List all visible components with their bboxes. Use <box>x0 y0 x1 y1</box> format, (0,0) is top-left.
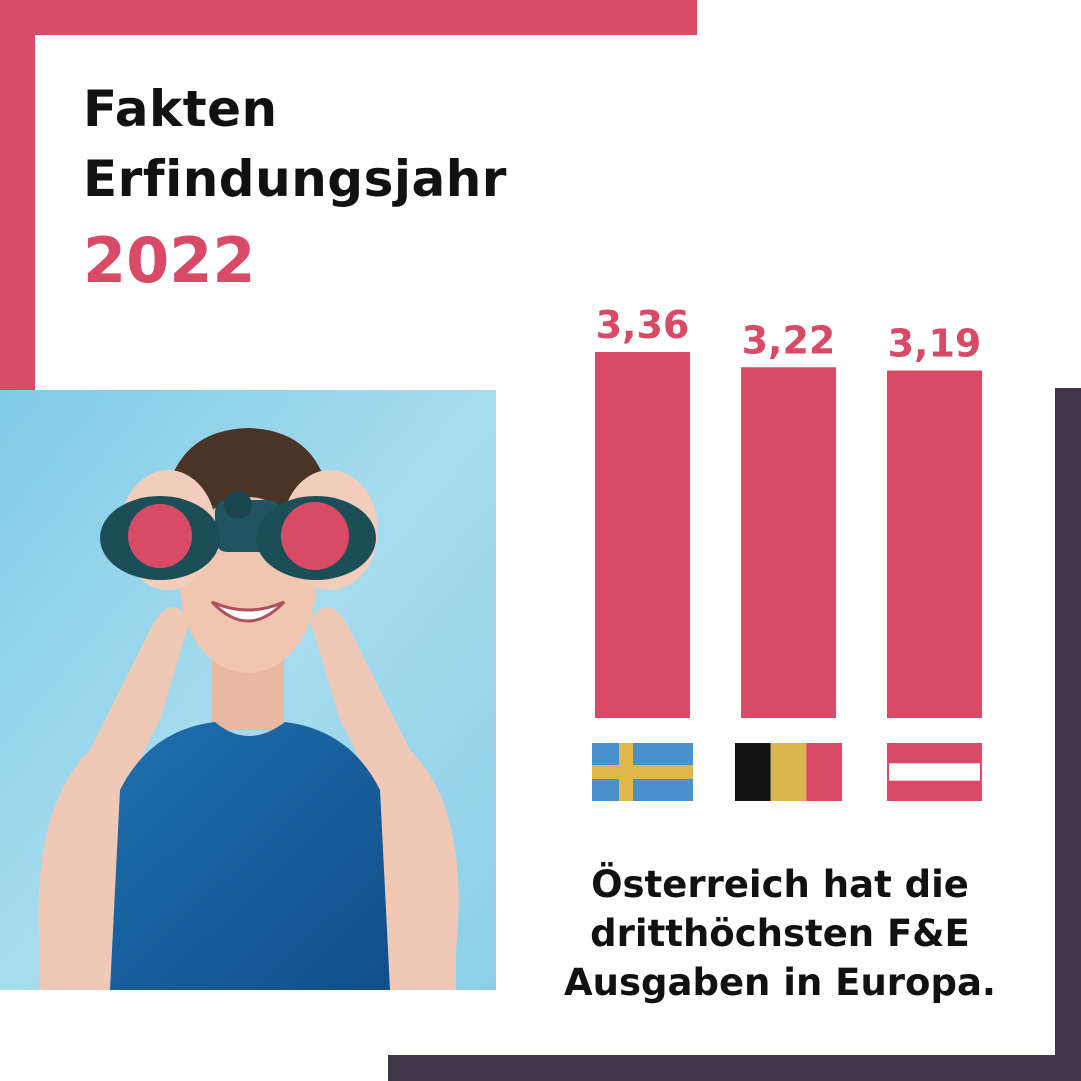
frame-left-bar <box>0 0 35 392</box>
caption-line-1: Österreich hat die <box>560 860 1000 909</box>
caption-line-2: dritthöchsten F&E <box>560 909 1000 958</box>
flag-belgium-icon <box>735 743 842 801</box>
flag-sweden-icon <box>592 743 693 801</box>
rd-spending-bar-chart: 3,36 3,22 3,19 <box>560 280 1020 820</box>
binoculars-left-lens <box>128 504 192 568</box>
title-line-fakten: Fakten <box>83 80 278 138</box>
photo-shirt <box>110 722 390 990</box>
frame-top-bar <box>0 0 697 35</box>
bar-1 <box>595 352 690 718</box>
caption: Österreich hat die dritthöchsten F&E Aus… <box>560 860 1000 1007</box>
binoculars-right-lens <box>281 502 349 570</box>
bar-3 <box>887 371 982 718</box>
bar-2 <box>741 367 836 718</box>
frame-bottom-bar <box>388 1055 1081 1081</box>
title-year: 2022 <box>83 226 256 296</box>
caption-line-3: Ausgaben in Europa. <box>560 958 1000 1007</box>
bar-value-label-3: 3,19 <box>888 322 982 366</box>
binoculars-top-knob <box>224 491 252 519</box>
bar-value-label-2: 3,22 <box>742 318 836 362</box>
flag-austria-icon <box>887 743 982 801</box>
woman-with-binoculars-photo <box>0 390 496 990</box>
title-line-erfindungsjahr: Erfindungsjahr <box>83 150 507 208</box>
bar-value-label-1: 3,36 <box>596 303 690 347</box>
frame-right-bar <box>1055 388 1081 1081</box>
